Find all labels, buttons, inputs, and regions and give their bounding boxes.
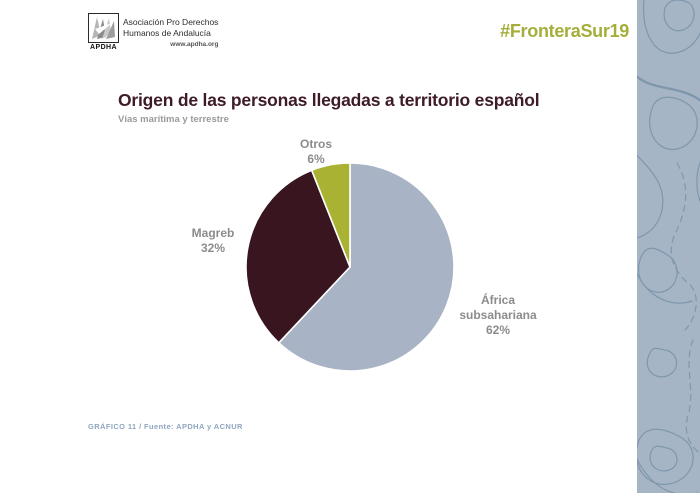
- org-name-line2: Humanos de Andalucía: [123, 27, 211, 38]
- slice-label-magreb: Magreb 32%: [173, 226, 253, 256]
- apdha-logo: APDHA Asociación Pro Derechos Humanos de…: [88, 13, 218, 51]
- pie-chart: [245, 162, 455, 372]
- pie-slice--frica-subsahariana: [278, 162, 455, 372]
- chart-subtitle: Vías marítima y terrestre: [118, 114, 229, 125]
- slice-label-otros-name: Otros: [299, 137, 332, 151]
- slice-label-magreb-pct: 32%: [200, 241, 226, 255]
- contour-pattern-icon: [637, 0, 700, 493]
- apdha-logo-box: [88, 13, 119, 43]
- org-website: www.apdha.org: [170, 41, 219, 48]
- slice-label-africa-pct: 62%: [485, 323, 511, 337]
- org-name-line1: Asociación Pro Derechos: [123, 17, 219, 27]
- slice-label-africa-name1: África: [480, 293, 515, 307]
- apdha-dove-icon: [92, 17, 115, 39]
- pie-slice-otros: [310, 162, 351, 268]
- hashtag-label: #FronteraSur19: [500, 21, 629, 41]
- decorative-sidebar: [637, 0, 700, 493]
- slice-label-africa-name2: subsahariana: [459, 308, 537, 322]
- chart-title: Origen de las personas llegadas a territ…: [118, 90, 540, 110]
- footer-caption: GRÁFICO 11 / Fuente: APDHA y ACNUR: [88, 422, 243, 431]
- slice-label-otros-pct: 6%: [307, 152, 325, 166]
- pie-slice-magreb: [245, 169, 351, 344]
- slice-label-africa: África subsahariana 62%: [433, 293, 563, 338]
- slice-label-magreb-name: Magreb: [191, 226, 235, 240]
- logo-acronym: APDHA: [90, 44, 117, 51]
- org-name: Asociación Pro Derechos Humanos de Andal…: [123, 13, 218, 48]
- slice-label-otros: Otros 6%: [276, 137, 356, 167]
